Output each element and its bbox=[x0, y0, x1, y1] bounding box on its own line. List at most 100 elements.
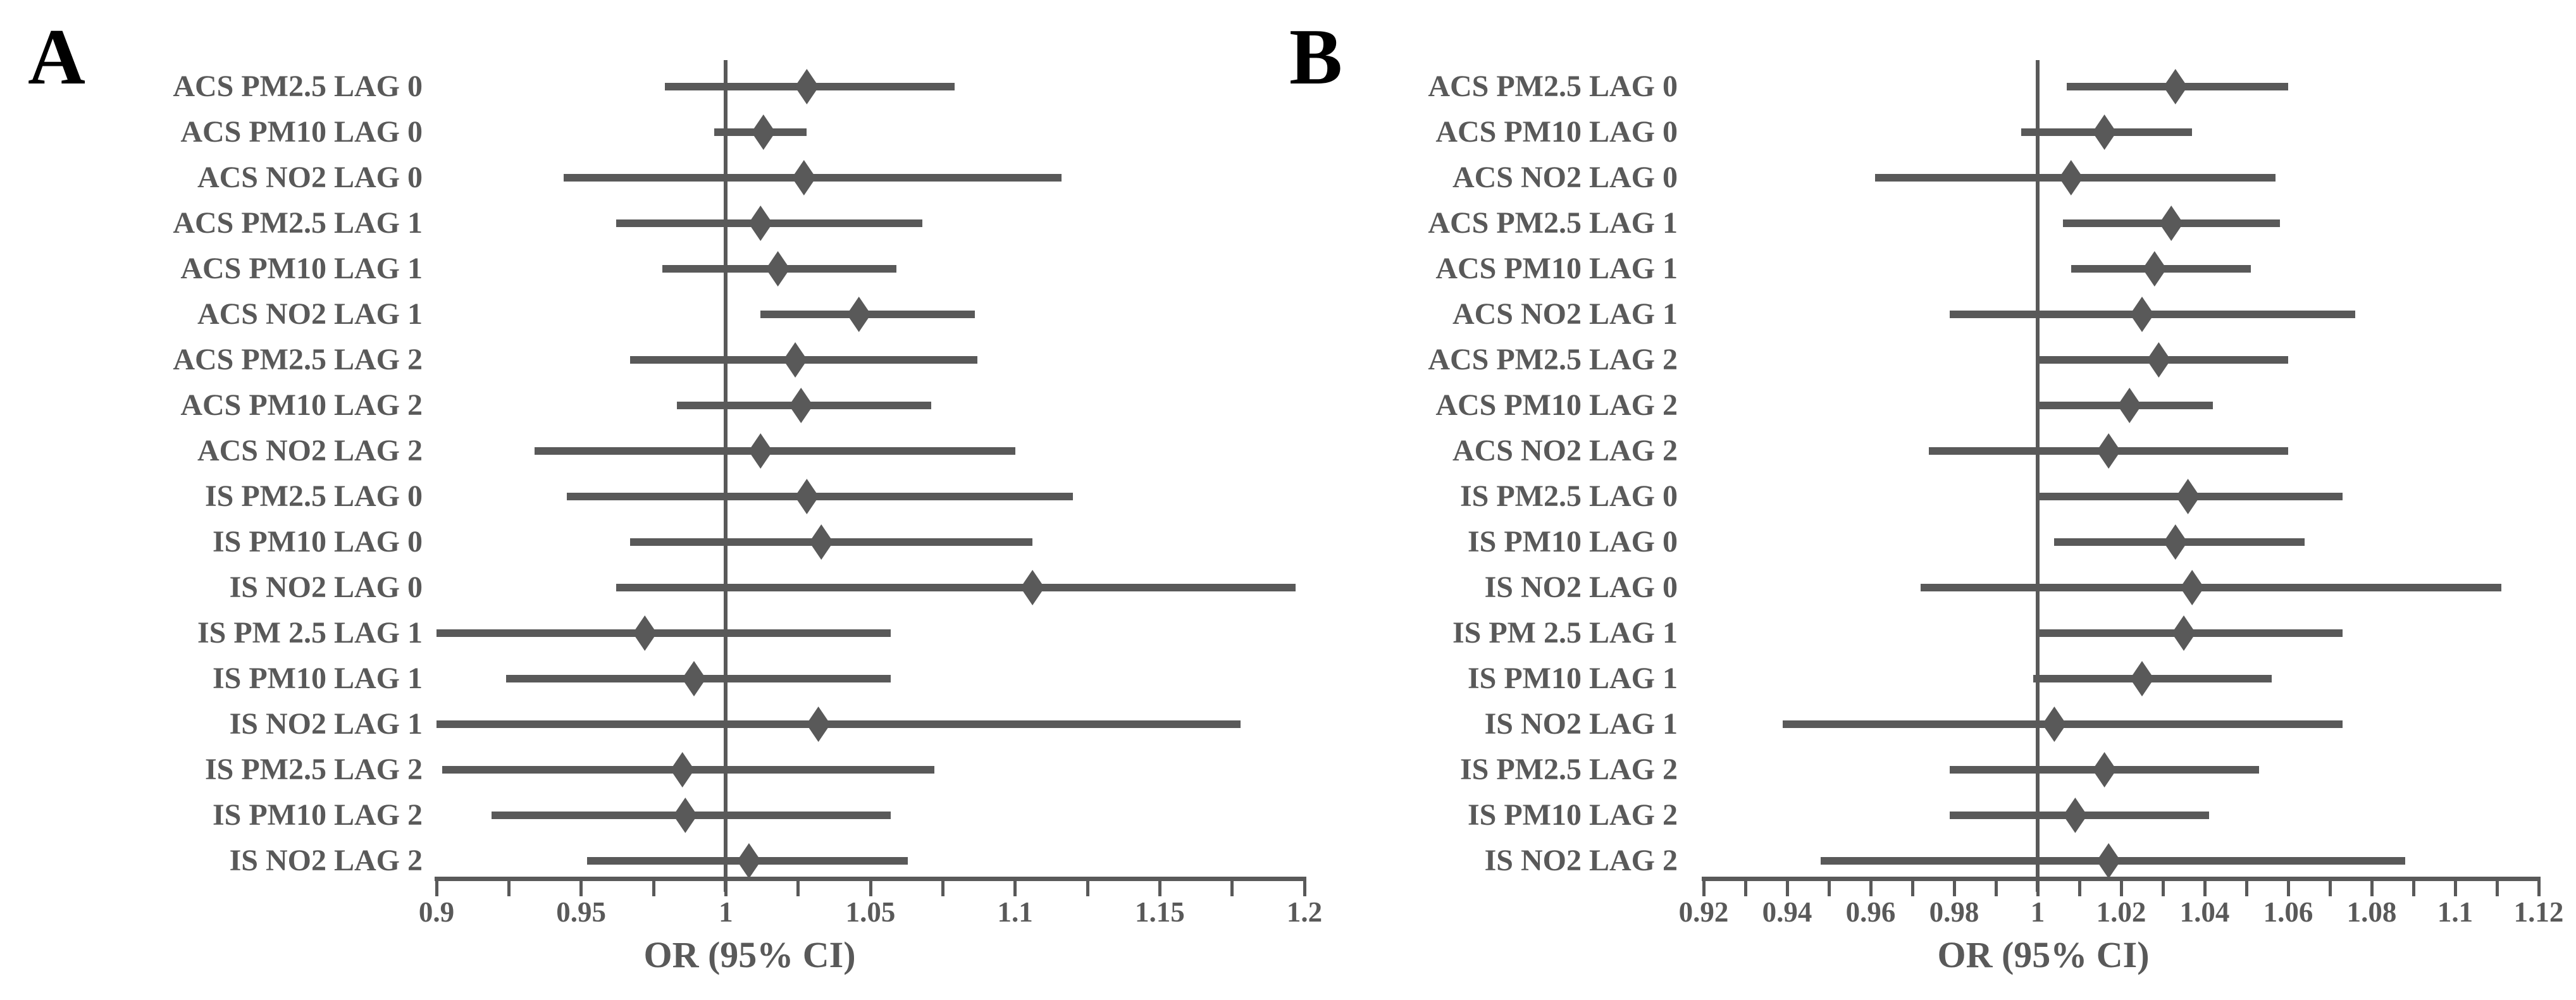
axis-tick bbox=[1158, 881, 1161, 896]
row-label: IS PM2.5 LAG 2 bbox=[204, 753, 423, 786]
or-diamond bbox=[2092, 752, 2117, 787]
row-label: ACS PM10 LAG 0 bbox=[1435, 115, 1678, 149]
axis-tick-label: 0.95 bbox=[556, 896, 607, 928]
axis-tick bbox=[2328, 881, 2332, 896]
axis-tick bbox=[435, 881, 438, 896]
or-diamond bbox=[748, 433, 773, 469]
row-label: IS PM10 LAG 2 bbox=[1467, 798, 1678, 832]
or-diamond bbox=[670, 752, 695, 787]
axis-tick-label: 1.08 bbox=[2346, 896, 2397, 928]
axis-tick-label: 1.15 bbox=[1134, 896, 1185, 928]
or-diamond bbox=[2163, 524, 2188, 560]
axis-tick-label: 1.1 bbox=[2437, 896, 2474, 928]
row-label: ACS PM2.5 LAG 0 bbox=[173, 70, 423, 103]
row-label: ACS NO2 LAG 0 bbox=[1452, 161, 1678, 194]
axis-tick bbox=[1869, 881, 1873, 896]
row-label: IS PM 2.5 LAG 1 bbox=[1452, 616, 1678, 650]
or-diamond bbox=[2059, 160, 2083, 195]
axis-tick bbox=[2370, 881, 2374, 896]
or-diamond bbox=[2063, 798, 2088, 833]
axis-tick-label: 1.2 bbox=[1286, 896, 1323, 928]
panel-a-x-axis-title: OR (95% CI) bbox=[643, 934, 856, 975]
row-label: IS PM10 LAG 0 bbox=[212, 525, 423, 559]
or-diamond bbox=[633, 615, 657, 651]
or-diamond bbox=[1020, 570, 1045, 605]
ci-line bbox=[616, 584, 1296, 591]
axis-tick-label: 1.02 bbox=[2096, 896, 2146, 928]
or-diamond bbox=[806, 707, 831, 742]
axis-tick bbox=[2078, 881, 2081, 896]
x-axis bbox=[435, 877, 1306, 881]
or-diamond bbox=[2092, 114, 2117, 150]
or-diamond bbox=[682, 661, 707, 696]
or-diamond bbox=[736, 843, 761, 879]
or-diamond bbox=[2142, 251, 2167, 287]
row-label: IS PM10 LAG 0 bbox=[1467, 525, 1678, 559]
axis-tick-label: 0.94 bbox=[1762, 896, 1812, 928]
row-label: IS PM2.5 LAG 0 bbox=[204, 479, 423, 513]
or-diamond bbox=[795, 479, 819, 514]
row-label: ACS NO2 LAG 0 bbox=[197, 161, 423, 194]
axis-tick bbox=[1303, 881, 1306, 896]
axis-tick bbox=[2412, 881, 2415, 896]
axis-tick bbox=[1785, 881, 1789, 896]
row-label: ACS PM10 LAG 1 bbox=[180, 252, 423, 285]
row-label: ACS NO2 LAG 1 bbox=[1452, 297, 1678, 331]
ci-line bbox=[1921, 584, 2501, 591]
row-label: ACS PM2.5 LAG 1 bbox=[1428, 206, 1678, 240]
or-diamond bbox=[2130, 297, 2154, 332]
row-label: IS PM10 LAG 2 bbox=[212, 798, 423, 832]
row-label: ACS NO2 LAG 1 bbox=[197, 297, 423, 331]
axis-tick-label: 0.92 bbox=[1678, 896, 1729, 928]
row-label: IS PM10 LAG 1 bbox=[1467, 662, 1678, 695]
ci-line bbox=[535, 447, 1015, 455]
axis-tick bbox=[1013, 881, 1017, 896]
panel-b-x-axis-title: OR (95% CI) bbox=[1937, 934, 2150, 975]
row-label: IS PM10 LAG 1 bbox=[212, 662, 423, 695]
axis-tick bbox=[507, 881, 511, 896]
or-diamond bbox=[2163, 69, 2188, 104]
axis-tick bbox=[796, 881, 800, 896]
or-diamond bbox=[673, 798, 698, 833]
row-label: ACS PM10 LAG 2 bbox=[180, 388, 423, 422]
row-label: ACS PM10 LAG 2 bbox=[1435, 388, 1678, 422]
axis-tick bbox=[2453, 881, 2457, 896]
axis-tick bbox=[1702, 881, 1706, 896]
row-label: ACS NO2 LAG 2 bbox=[197, 434, 423, 467]
or-diamond bbox=[809, 524, 834, 560]
panel-b-letter: B bbox=[1289, 13, 1343, 101]
axis-tick bbox=[2245, 881, 2248, 896]
axis-tick-label: 1.12 bbox=[2513, 896, 2564, 928]
row-label: IS NO2 LAG 2 bbox=[229, 844, 423, 877]
axis-tick bbox=[579, 881, 583, 896]
row-label: ACS PM10 LAG 1 bbox=[1435, 252, 1678, 285]
axis-tick bbox=[2495, 881, 2499, 896]
axis-tick bbox=[2036, 881, 2040, 896]
axis-tick bbox=[1952, 881, 1956, 896]
or-diamond bbox=[2096, 843, 2121, 879]
axis-tick-label: 0.98 bbox=[1929, 896, 1979, 928]
axis-tick bbox=[1827, 881, 1831, 896]
or-diamond bbox=[765, 251, 790, 287]
axis-tick bbox=[1086, 881, 1089, 896]
row-label: IS NO2 LAG 1 bbox=[1484, 707, 1678, 741]
or-diamond bbox=[2159, 206, 2184, 241]
or-diamond bbox=[2176, 479, 2200, 514]
or-diamond bbox=[751, 114, 776, 150]
row-label: ACS PM2.5 LAG 0 bbox=[1428, 70, 1678, 103]
panel-a-letter: A bbox=[28, 13, 85, 101]
or-diamond bbox=[2117, 388, 2142, 423]
axis-tick bbox=[2203, 881, 2207, 896]
axis-tick-label: 0.96 bbox=[1845, 896, 1896, 928]
row-label: ACS PM10 LAG 0 bbox=[180, 115, 423, 149]
row-label: ACS PM2.5 LAG 2 bbox=[173, 343, 423, 376]
axis-tick bbox=[2537, 881, 2541, 896]
row-label: IS NO2 LAG 0 bbox=[229, 571, 423, 604]
axis-tick-label: 1 bbox=[2030, 896, 2045, 928]
reference-line bbox=[2036, 60, 2040, 892]
row-label: IS PM2.5 LAG 2 bbox=[1459, 753, 1678, 786]
or-diamond bbox=[789, 388, 814, 423]
or-diamond bbox=[783, 342, 808, 378]
or-diamond bbox=[748, 206, 773, 241]
